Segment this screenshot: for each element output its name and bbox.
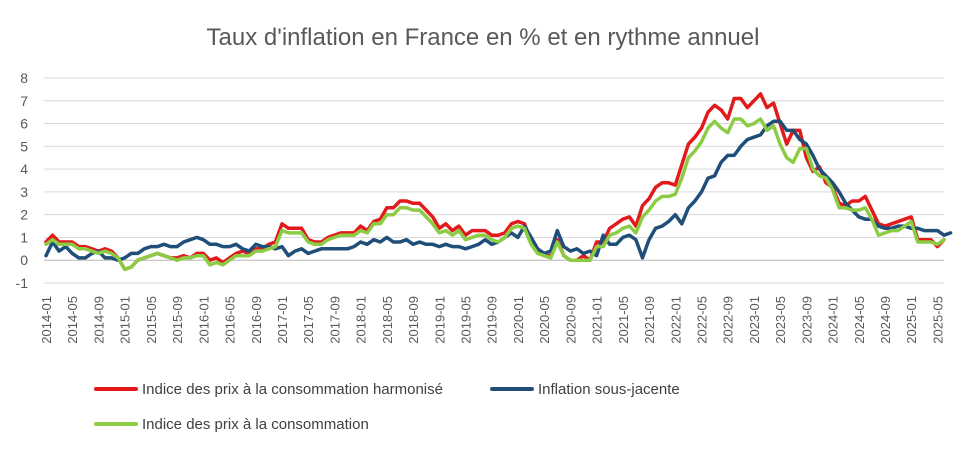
chart-canvas: Taux d'inflation en France en % et en ry… [16, 24, 953, 344]
legend-swatch-ipch [94, 387, 138, 391]
gridlines [44, 77, 944, 284]
x-tick-label: 2015-01 [118, 296, 133, 344]
x-tick-label: 2024-09 [878, 296, 893, 344]
y-tick-label: -1 [16, 275, 29, 291]
x-tick-label: 2018-09 [406, 296, 421, 344]
x-tick-label: 2015-09 [170, 296, 185, 344]
x-tick-label: 2014-05 [65, 296, 80, 344]
x-tick-label: 2019-01 [432, 296, 447, 344]
x-tick-label: 2014-09 [91, 296, 106, 344]
x-tick-label: 2024-01 [826, 296, 841, 344]
y-axis-tick-labels: -1 0 1 2 3 4 5 6 7 8 [16, 70, 29, 291]
x-tick-label: 2023-09 [799, 296, 814, 344]
y-tick-label: 5 [20, 138, 28, 154]
series-line-2 [44, 117, 946, 272]
legend-label-ipc: Indice des prix à la consommation [142, 415, 369, 433]
y-tick-label: 7 [20, 93, 28, 109]
legend-item-ipch: Indice des prix à la consommation harmon… [94, 378, 443, 400]
chart-title: Taux d'inflation en France en % et en ry… [207, 24, 760, 51]
x-tick-label: 2021-01 [590, 296, 605, 344]
series-line-1 [44, 119, 953, 262]
legend-swatch-ipc [94, 422, 138, 426]
x-tick-label: 2016-05 [223, 296, 238, 344]
x-tick-label: 2021-09 [642, 296, 657, 344]
legend-item-sous-jacente: Inflation sous-jacente [490, 378, 680, 400]
series-lines [44, 92, 953, 272]
y-tick-label: 6 [20, 116, 28, 132]
x-tick-label: 2018-05 [380, 296, 395, 344]
x-tick-label: 2016-01 [196, 296, 211, 344]
y-tick-label: 0 [20, 252, 28, 268]
x-tick-label: 2017-01 [275, 296, 290, 344]
x-tick-label: 2025-01 [904, 296, 919, 344]
x-tick-label: 2020-01 [511, 296, 526, 344]
x-tick-label: 2015-05 [144, 296, 159, 344]
x-tick-label: 2022-09 [721, 296, 736, 344]
legend-label-sous-jacente: Inflation sous-jacente [538, 380, 680, 398]
x-tick-label: 2018-01 [354, 296, 369, 344]
x-tick-label: 2019-05 [459, 296, 474, 344]
x-tick-label: 2020-05 [537, 296, 552, 344]
y-tick-label: 4 [20, 161, 28, 177]
y-tick-label: 1 [20, 229, 28, 245]
y-tick-label: 8 [20, 70, 28, 86]
x-tick-label: 2023-01 [747, 296, 762, 344]
legend-swatch-sous-jacente [490, 387, 534, 391]
x-tick-label: 2022-01 [668, 296, 683, 344]
x-tick-label: 2017-09 [327, 296, 342, 344]
x-tick-label: 2019-09 [485, 296, 500, 344]
x-tick-label: 2017-05 [301, 296, 316, 344]
x-axis-tick-labels: 2014-01 2014-05 2014-09 2015-01 2015-05 2015-… [39, 296, 945, 344]
x-tick-label: 2025-05 [930, 296, 945, 344]
x-tick-label: 2024-05 [852, 296, 867, 344]
x-tick-label: 2022-05 [695, 296, 710, 344]
legend-item-ipc: Indice des prix à la consommation [94, 413, 369, 435]
x-tick-label: 2023-05 [773, 296, 788, 344]
legend: Indice des prix à la consommation harmon… [0, 372, 966, 452]
x-tick-label: 2014-01 [39, 296, 54, 344]
y-tick-label: 2 [20, 207, 28, 223]
y-tick-label: 3 [20, 184, 28, 200]
x-tick-label: 2020-09 [563, 296, 578, 344]
x-tick-label: 2016-09 [249, 296, 264, 344]
x-tick-label: 2021-05 [616, 296, 631, 344]
legend-label-ipch: Indice des prix à la consommation harmon… [142, 380, 443, 398]
